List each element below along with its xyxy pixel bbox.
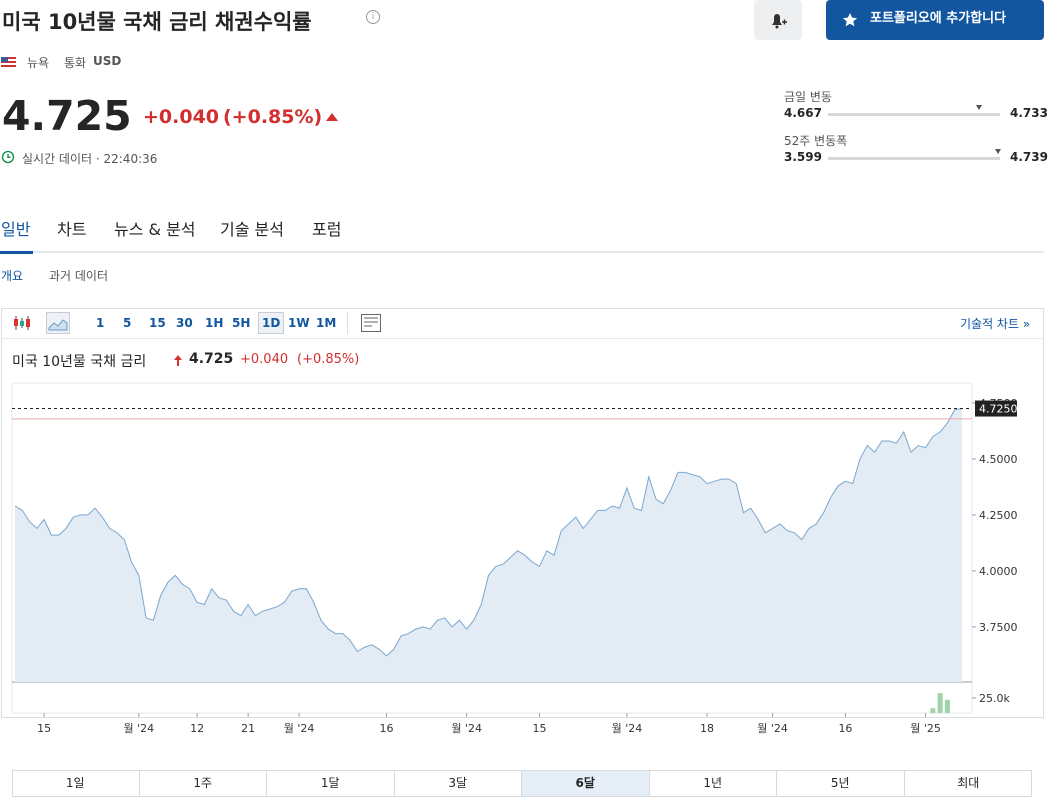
area-icon[interactable] — [46, 312, 70, 334]
x-tick-label: 16 — [838, 722, 852, 735]
period-button[interactable]: 최대 — [957, 776, 980, 790]
period-button[interactable]: 1년 — [650, 771, 777, 796]
volume-bar — [937, 693, 943, 713]
range-high: 4.733 — [1010, 106, 1048, 120]
realtime: 실시간 데이터 · 22:40:36 — [22, 152, 158, 166]
range-low: 3.599 — [784, 150, 822, 164]
tab-indicator — [0, 251, 33, 254]
interval-button[interactable]: 5 — [123, 316, 132, 330]
interval-button[interactable]: 1D — [258, 312, 285, 334]
volume-bar — [930, 708, 936, 713]
tab[interactable]: 기술 분석 — [220, 220, 284, 239]
subtab[interactable]: 과거 데이터 — [49, 269, 109, 283]
volume-tick-label: 25.0k — [979, 692, 1010, 705]
price: 4.725 — [2, 92, 132, 140]
interval-button[interactable]: 30 — [176, 316, 193, 330]
x-tick-label: 15 — [532, 722, 546, 735]
currency-label: 통화 — [64, 56, 87, 70]
subtab[interactable]: 개요 — [1, 269, 24, 283]
chart-up-arrow — [174, 355, 182, 366]
interval-button[interactable]: 1M — [316, 316, 337, 330]
title: 미국 10년물 국채 금리 채권수익률 — [2, 10, 312, 34]
bell-icon — [772, 14, 787, 29]
range-marker — [994, 149, 1001, 154]
x-tick-label: 12 — [190, 722, 204, 735]
line — [14, 408, 963, 657]
change: +0.040 — [143, 106, 220, 128]
x-tick-label: 15 — [37, 722, 51, 735]
range-label: 52주 변동폭 — [784, 134, 848, 148]
range-bar — [828, 113, 1000, 116]
currency: USD — [93, 54, 122, 68]
chart-price: 4.725 — [189, 351, 234, 367]
period-button[interactable]: 5년 — [777, 771, 905, 796]
interval-button[interactable]: 1H — [205, 316, 224, 330]
range-bar — [828, 157, 1000, 160]
toolbar-divider — [1, 338, 1044, 339]
x-tick-label: 월 '24 — [284, 722, 315, 735]
chart-change: +0.040 — [240, 352, 289, 367]
x-tick-label: 월 '24 — [124, 722, 155, 735]
chart-change-percent: (+0.85%) — [297, 352, 360, 367]
layout-icon[interactable] — [360, 313, 382, 333]
y-tick-label: 3.7500 — [979, 621, 1018, 634]
y-tick-label: 4.2500 — [979, 509, 1018, 522]
interval-button[interactable]: 15 — [149, 316, 166, 330]
current-label: 4.7250 — [979, 403, 1018, 416]
change-percent: (+0.85%) — [223, 106, 323, 128]
star-icon — [842, 13, 858, 27]
y-tick-label: 4.5000 — [979, 453, 1018, 466]
volume-bar — [944, 699, 950, 713]
y-tick-label: 4.0000 — [979, 565, 1018, 578]
period-button[interactable]: 1일 — [12, 771, 140, 796]
location: 뉴욕 — [27, 56, 50, 70]
add-portfolio-button[interactable]: 포트폴리오에 추가합니다 — [826, 0, 1044, 40]
x-tick-label: 월 '24 — [757, 722, 788, 735]
range-high: 4.739 — [1010, 150, 1048, 164]
info-icon[interactable]: i — [366, 10, 380, 24]
current-label-box — [975, 400, 1017, 417]
button-label: 포트폴리오에 추가합니다 — [870, 11, 1007, 26]
tab[interactable]: 차트 — [57, 220, 87, 239]
interval-button[interactable]: 1W — [288, 316, 310, 330]
interval-button[interactable]: 1 — [96, 316, 105, 330]
tab[interactable]: 포럼 — [312, 220, 342, 239]
range-marker — [976, 105, 983, 110]
tab[interactable]: 뉴스 & 분석 — [114, 220, 196, 239]
alert-button[interactable] — [754, 0, 802, 40]
interval-button[interactable]: 5H — [232, 316, 251, 330]
chart-title: 미국 10년물 국채 금리 — [12, 354, 147, 370]
range-low: 4.667 — [784, 106, 822, 120]
up-arrow — [326, 113, 338, 121]
tab-divider — [0, 251, 1044, 253]
area — [15, 408, 962, 682]
x-tick-label: 18 — [700, 722, 714, 735]
technical-link[interactable]: 기술적 차트 » — [960, 317, 1031, 331]
period-button[interactable]: 1주 — [140, 771, 267, 796]
toolbar-sep — [347, 312, 348, 334]
x-tick-label: 16 — [380, 722, 394, 735]
period-bar — [12, 770, 1032, 797]
x-tick-label: 월 '24 — [612, 722, 643, 735]
chart-frame — [1, 308, 1044, 718]
x-tick-label: 21 — [241, 722, 255, 735]
period-button[interactable]: 1달 — [267, 771, 395, 796]
candle-icon[interactable] — [12, 314, 32, 332]
clock-icon — [1, 150, 15, 164]
tab[interactable]: 일반 — [1, 220, 31, 239]
x-tick-label: 월 '25 — [910, 722, 941, 735]
range-label: 금일 변동 — [784, 90, 832, 104]
x-tick-label: 월 '24 — [451, 722, 482, 735]
period-button[interactable]: 3달 — [395, 771, 522, 796]
period-button[interactable]: 6달 — [522, 771, 650, 796]
flag-icon — [1, 57, 16, 67]
